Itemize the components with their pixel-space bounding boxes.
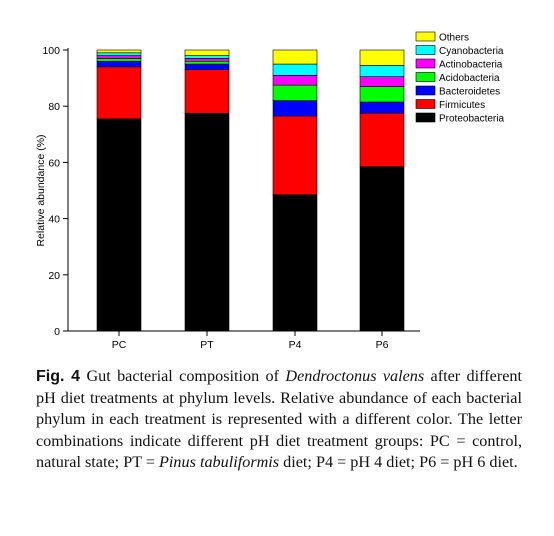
y-tick-label: 20 [48,270,60,282]
y-tick-label: 100 [42,45,60,57]
bar-segment-acidobacteria-p4 [272,84,318,101]
bar-segment-acidobacteria-pt [184,60,230,65]
legend-swatch-others [415,31,436,42]
x-tick-label: P6 [376,339,389,351]
bar-segment-firmicutes-p4 [272,115,318,196]
bar-segment-acidobacteria-pc [96,58,142,62]
legend-swatch-cyanobacteria [415,45,436,55]
legend-label-cyanobacteria: Cyanobacteria [439,46,504,57]
bar-segment-others-pt [184,49,230,56]
caption-label: Fig. 4 [36,368,81,385]
bar-segment-proteobacteria-pt [184,112,230,332]
legend-label-others: Others [439,33,469,44]
bar-segment-proteobacteria-p4 [272,194,318,332]
legend-label-actinobacteria: Actinobacteria [439,60,503,71]
legend-label-proteobacteria: Proteobacteria [439,114,504,125]
bar-segment-proteobacteria-pc [96,118,142,332]
bar-segment-others-pc [96,49,142,54]
caption-species-name: Dendroctonus valens [285,367,425,385]
stacked-bar-chart: Relative abundance (%) 0 20 40 60 80 100 PC PT P4… [35,31,504,351]
y-tick-label: 60 [48,157,60,169]
bar-segment-others-p6 [359,49,405,66]
bar-segment-bacteroidetes-p4 [272,100,318,117]
bar-segment-firmicutes-pc [96,66,142,120]
legend-swatch-actinobacteria [415,58,436,69]
y-tick-label: 40 [48,214,60,226]
figure-caption: Fig. 4 Gut bacterial composition of Dend… [36,366,522,474]
bar-segment-cyanobacteria-p4 [272,63,318,76]
caption-pinus-name: Pinus tabuliformis [159,453,280,471]
bar-segment-bacteroidetes-pt [184,63,230,70]
y-tick-label: 80 [48,101,60,113]
legend-swatch-acidobacteria [415,72,436,82]
legend-label-firmicutes: Firmicutes [439,100,485,111]
bar-segment-actinobacteria-p4 [272,74,318,86]
bar-segment-actinobacteria-pc [96,55,142,59]
legend: Others Cyanobacteria Actinobacteria Acidoba… [415,31,504,125]
bar-segment-proteobacteria-p6 [359,166,405,332]
bar-segment-firmicutes-pt [184,69,230,114]
legend-swatch-firmicutes [415,99,436,109]
bar-segment-bacteroidetes-pc [96,60,142,68]
x-tick-label: PT [200,339,214,351]
caption-text-part1: Gut bacterial composition of [86,367,286,385]
x-tick-label: PC [112,339,127,351]
bar-segment-actinobacteria-pt [184,58,230,62]
legend-swatch-bacteroidetes [415,85,436,96]
bar-segment-acidobacteria-p6 [359,86,405,103]
y-axis-label: Relative abundance (%) [35,134,47,246]
bar-segment-cyanobacteria-p6 [359,65,405,77]
x-tick-label: P4 [289,339,302,351]
bar-segment-firmicutes-p6 [359,112,405,167]
bar-segment-cyanobacteria-pt [184,55,230,59]
legend-swatch-proteobacteria [415,112,436,123]
bar-segment-actinobacteria-p6 [359,76,405,87]
bar-segment-cyanobacteria-pc [96,52,142,56]
legend-label-acidobacteria: Acidobacteria [439,73,500,84]
bar-segment-others-p4 [272,49,318,65]
y-tick-label: 0 [54,326,60,338]
caption-text-part3: diet; P4 = pH 4 diet; P6 = pH 6 diet. [279,453,518,471]
caption-text-part2: after different pH diet treatments at ph… [36,367,522,471]
legend-label-bacteroidetes: Bacteroidetes [439,87,500,98]
bar-segment-bacteroidetes-p6 [359,101,405,114]
